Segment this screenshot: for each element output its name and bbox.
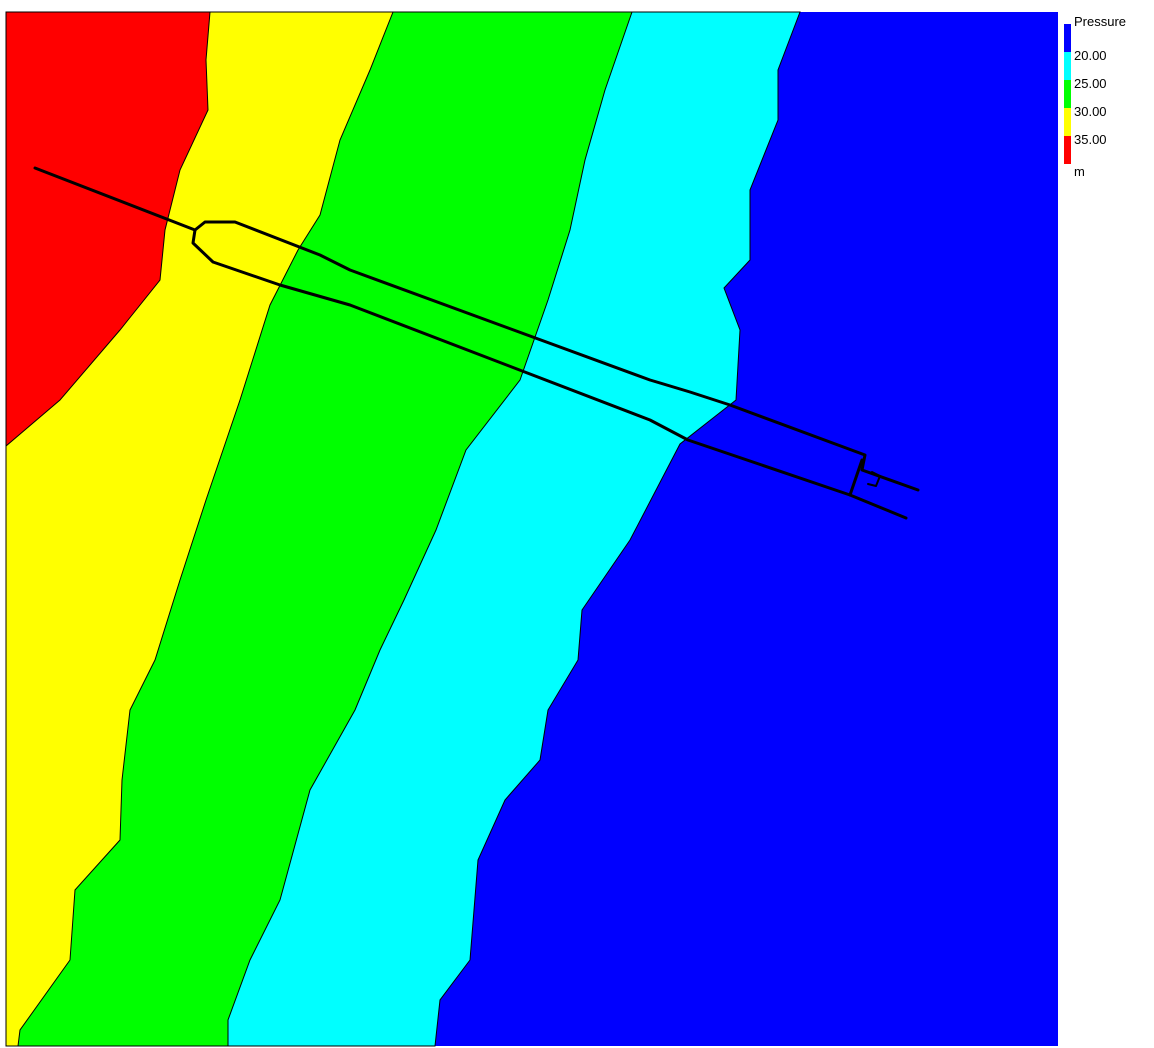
pipe-main-lower[interactable] — [191, 228, 908, 520]
legend-label-20: 20.00 — [1074, 48, 1107, 63]
legend-label-30: 30.00 — [1074, 104, 1107, 119]
pipe-network — [33, 166, 920, 520]
pressure-zone-above-35 — [5, 11, 211, 448]
legend-label-25: 25.00 — [1074, 76, 1107, 91]
legend-swatch-green — [1064, 80, 1071, 108]
legend-label-35: 35.00 — [1074, 132, 1107, 147]
legend-swatch-cyan — [1064, 52, 1071, 80]
legend-swatch-yellow — [1064, 108, 1071, 136]
pipe-end-stub[interactable] — [867, 471, 881, 487]
pipe-main-upper[interactable] — [33, 166, 920, 492]
legend-swatch-red — [1064, 136, 1071, 164]
pressure-contour-map[interactable] — [0, 0, 1060, 1048]
legend-swatch-blue — [1064, 24, 1071, 52]
legend-unit: m — [1074, 164, 1085, 179]
legend-title: Pressure — [1074, 14, 1127, 29]
pipe-connector[interactable] — [848, 458, 864, 497]
